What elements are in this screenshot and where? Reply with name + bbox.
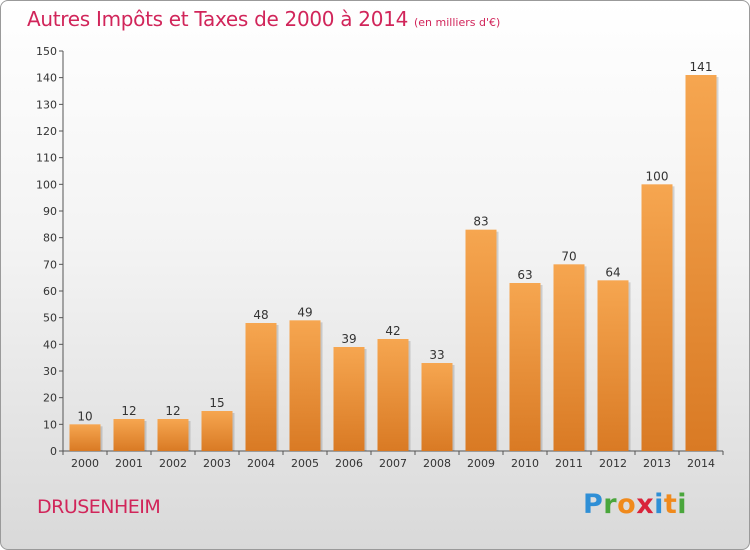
bar [509,283,541,451]
bar [201,411,233,451]
value-label: 141 [690,60,713,74]
value-label: 83 [473,215,488,229]
bar [465,229,497,451]
x-tick-label: 2003 [203,457,231,470]
x-tick-label: 2011 [555,457,583,470]
bar [157,419,189,451]
brand-logo-letter: x [636,489,655,520]
y-tick-label: 120 [36,125,57,138]
value-label: 63 [517,268,532,282]
bar [333,347,365,451]
y-tick-label: 40 [43,338,57,351]
x-tick-label: 2001 [115,457,143,470]
y-tick-label: 100 [36,178,57,191]
bar [245,323,277,451]
x-tick-label: 2005 [291,457,319,470]
y-tick-label: 90 [43,205,57,218]
y-tick-label: 70 [43,258,57,271]
brand-logo-letter: i [677,489,688,520]
value-label: 15 [209,396,224,410]
value-label: 42 [385,324,400,338]
bar [641,184,673,452]
y-tick-label: 110 [36,152,57,165]
brand-logo-letter: i [654,489,664,520]
x-tick-label: 2010 [511,457,539,470]
brand-logo-letter: r [603,489,618,520]
x-tick-label: 2009 [467,457,495,470]
value-label: 100 [646,169,669,183]
brand-logo: Proxiti [583,489,687,520]
x-tick-label: 2014 [687,457,715,470]
x-tick-label: 2000 [71,457,99,470]
value-label: 48 [253,308,268,322]
y-tick-label: 60 [43,285,57,298]
chart-title: Autres Impôts et Taxes de 2000 à 2014 [27,7,408,31]
brand-logo-letter: t [663,489,678,520]
value-label: 70 [561,249,576,263]
y-tick-label: 130 [36,98,57,111]
chart-title-block: Autres Impôts et Taxes de 2000 à 2014 (en… [27,7,500,31]
value-label: 33 [429,348,444,362]
value-label: 12 [165,404,180,418]
y-tick-label: 20 [43,392,57,405]
chart-unit: (en milliers d'€) [414,16,501,29]
x-tick-label: 2012 [599,457,627,470]
y-tick-label: 10 [43,418,57,431]
x-tick-label: 2007 [379,457,407,470]
x-tick-label: 2002 [159,457,187,470]
y-tick-label: 150 [36,45,57,58]
bar [377,339,409,451]
bar [113,419,145,451]
x-tick-label: 2013 [643,457,671,470]
bar [421,363,453,451]
value-label: 39 [341,332,356,346]
y-tick-label: 0 [50,445,57,458]
x-tick-label: 2006 [335,457,363,470]
brand-logo-letter: o [617,489,637,520]
brand-logo-letter: P [583,489,604,520]
y-tick-label: 30 [43,365,57,378]
bar [597,280,629,451]
value-label: 10 [77,409,92,423]
bar [553,264,585,451]
city-name: DRUSENHEIM [37,496,161,518]
y-tick-label: 50 [43,312,57,325]
value-label: 64 [605,265,620,279]
y-tick-label: 140 [36,72,57,85]
x-tick-label: 2008 [423,457,451,470]
bar [685,75,717,451]
value-label: 49 [297,305,312,319]
y-tick-label: 80 [43,232,57,245]
bar [69,424,101,451]
value-label: 12 [121,404,136,418]
x-tick-label: 2004 [247,457,275,470]
bar [289,320,321,451]
